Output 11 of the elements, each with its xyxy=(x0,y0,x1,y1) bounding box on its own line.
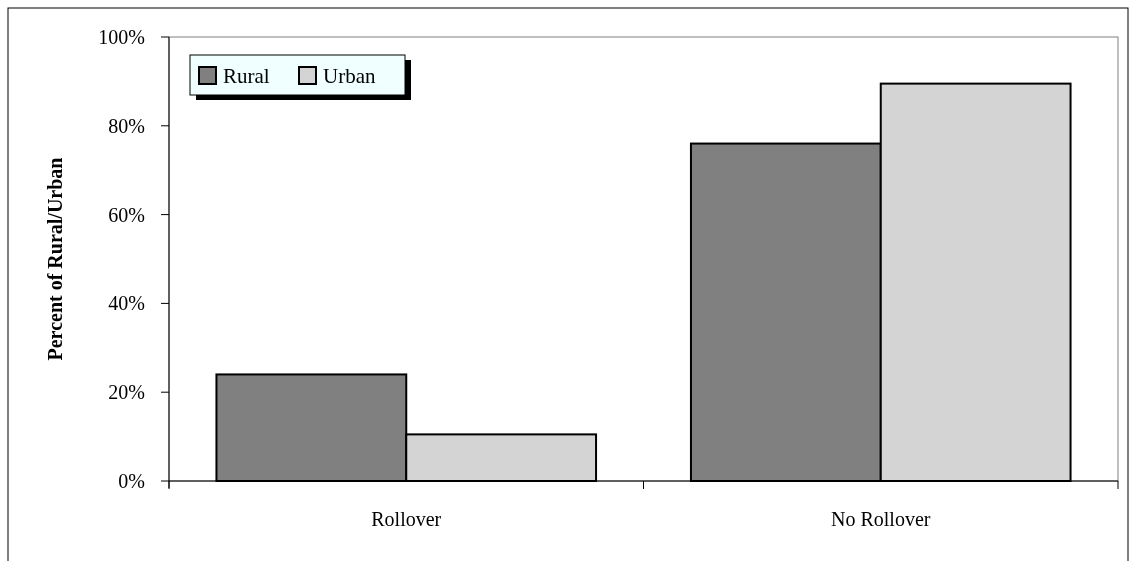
y-axis-title: Percent of Rural/Urban xyxy=(44,157,66,361)
y-tick-label: 100% xyxy=(98,26,145,48)
y-tick-label: 0% xyxy=(118,470,145,492)
y-tick-label: 80% xyxy=(108,114,145,137)
x-tick-label: No Rollover xyxy=(831,508,931,530)
y-tick-label: 20% xyxy=(108,381,145,404)
legend-label: Urban xyxy=(323,64,376,89)
x-tick-label: Rollover xyxy=(371,508,442,530)
y-tick-label: 60% xyxy=(108,203,145,226)
y-tick-label: 40% xyxy=(108,292,145,315)
legend-label: Rural xyxy=(223,64,270,89)
